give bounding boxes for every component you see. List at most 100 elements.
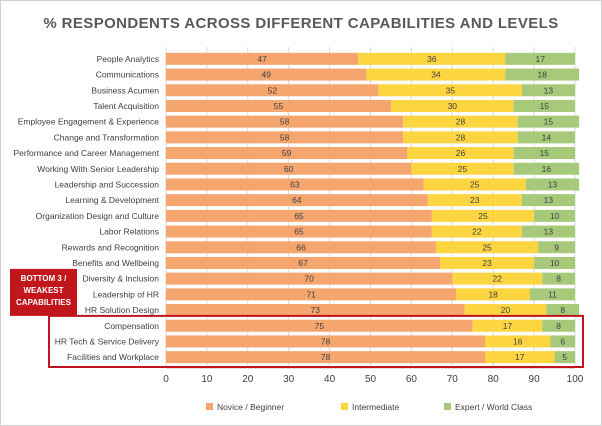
legend: Novice / Beginner Intermediate Expert / Wo… <box>206 402 532 412</box>
data-label: 78 <box>321 336 331 346</box>
data-label: 49 <box>261 70 271 80</box>
bar-segment <box>166 194 428 207</box>
bar-segment <box>505 52 575 65</box>
x-tick-label: 20 <box>242 374 254 385</box>
x-tick-label: 60 <box>406 374 418 385</box>
x-tick-label: 50 <box>365 374 377 385</box>
bar-segment <box>534 256 575 269</box>
bar-segment <box>452 272 543 285</box>
bar-segment <box>513 99 575 112</box>
data-label: 26 <box>456 148 466 158</box>
bar-segment <box>166 304 465 317</box>
data-label: 25 <box>478 211 488 221</box>
data-label: 36 <box>427 54 437 64</box>
data-label: 13 <box>544 195 554 205</box>
category-labels: People Analytics Communications Business A… <box>13 54 159 362</box>
data-label: 75 <box>315 321 325 331</box>
bar-segment <box>166 68 367 81</box>
bar-segment <box>431 209 535 222</box>
bar-segment <box>166 131 404 144</box>
bar-segment <box>513 147 575 160</box>
data-label: 67 <box>298 258 308 268</box>
bar-segment <box>485 335 551 348</box>
bar-segment <box>485 351 555 364</box>
data-label: 65 <box>294 227 304 237</box>
callout-text-line: BOTTOM 3 / <box>21 274 67 283</box>
bar-segment <box>166 209 432 222</box>
category-label: Communications <box>96 70 159 80</box>
bar-segment <box>530 288 575 301</box>
x-tick-label: 80 <box>488 374 500 385</box>
data-label: 17 <box>503 321 513 331</box>
category-label: Organization Design and Culture <box>36 211 160 221</box>
data-label: 22 <box>493 274 503 284</box>
bar-segment <box>166 99 391 112</box>
data-label: 5 <box>562 352 567 362</box>
data-label: 78 <box>321 352 331 362</box>
bar-segment <box>166 147 408 160</box>
category-label: Performance and Career Management <box>13 148 159 158</box>
x-tick-label: 70 <box>447 374 459 385</box>
data-label: 13 <box>544 85 554 95</box>
x-axis-ticks: 0 10 20 30 40 50 60 70 80 90 100 <box>163 374 584 385</box>
bar-segment <box>166 178 424 191</box>
data-label: 8 <box>556 321 561 331</box>
data-label: 10 <box>550 211 560 221</box>
bar-segment <box>542 319 575 332</box>
data-label: 28 <box>456 117 466 127</box>
legend-swatch <box>341 403 348 410</box>
bar-segment <box>521 225 575 238</box>
bar-segment <box>534 209 575 222</box>
data-label: 25 <box>458 164 468 174</box>
bar-segment <box>517 115 580 128</box>
data-label: 23 <box>470 195 480 205</box>
data-label: 18 <box>488 289 498 299</box>
category-label: Leadership of HR <box>93 289 159 299</box>
bar-segment <box>542 272 575 285</box>
callout-text-line: WEAKEST <box>24 286 64 295</box>
bar-segment <box>407 147 514 160</box>
legend-label: Expert / World Class <box>455 402 532 412</box>
bar-segment <box>166 52 359 65</box>
data-label: 13 <box>544 227 554 237</box>
bar-segment <box>505 68 580 81</box>
data-label: 35 <box>446 85 456 95</box>
bar-segment <box>166 319 473 332</box>
bar-segment <box>550 335 575 348</box>
data-label: 16 <box>513 336 523 346</box>
x-tick-label: 30 <box>283 374 295 385</box>
bar-segment <box>464 304 547 317</box>
bar-segment <box>166 115 404 128</box>
bar-segment <box>166 84 379 97</box>
bar-segment <box>166 256 441 269</box>
category-label: Employee Engagement & Experience <box>18 117 160 127</box>
data-label: 15 <box>540 148 550 158</box>
legend-swatch <box>206 403 213 410</box>
data-label: 18 <box>538 70 548 80</box>
data-label: 16 <box>542 164 552 174</box>
data-label: 59 <box>282 148 292 158</box>
data-label: 70 <box>304 274 314 284</box>
bar-segment <box>525 178 580 191</box>
bar-segment <box>166 162 412 175</box>
data-label: 66 <box>296 242 306 252</box>
bar-segment <box>521 84 575 97</box>
legend-swatch <box>444 403 451 410</box>
data-label: 47 <box>257 54 267 64</box>
data-label: 65 <box>294 211 304 221</box>
bar-segment <box>403 131 518 144</box>
bar-segment <box>403 115 518 128</box>
data-label: 8 <box>560 305 565 315</box>
callout-box <box>10 268 77 316</box>
category-label: Rewards and Recognition <box>62 242 160 252</box>
data-label: 22 <box>472 227 482 237</box>
x-tick-label: 90 <box>529 374 541 385</box>
category-label: HR Solution Design <box>85 305 159 315</box>
category-label: Working With Senior Leadership <box>37 164 159 174</box>
data-label: 17 <box>515 352 525 362</box>
bar-segment <box>378 84 522 97</box>
bar-segment <box>358 52 506 65</box>
data-label: 28 <box>456 132 466 142</box>
